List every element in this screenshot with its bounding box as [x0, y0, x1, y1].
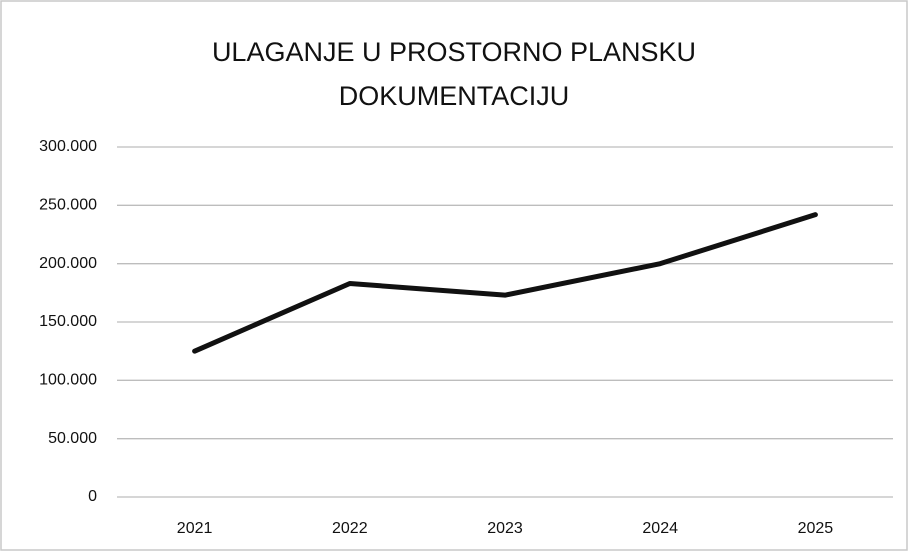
y-tick-label: 100.000: [39, 372, 97, 389]
y-tick-label: 250.000: [39, 197, 97, 214]
y-tick-label: 50.000: [48, 430, 97, 447]
line: [192, 212, 818, 354]
x-tick-label: 2023: [487, 520, 523, 537]
y-tick-label: 300.000: [39, 138, 97, 155]
x-tick-label: 2025: [798, 520, 834, 537]
y-tick-label: 200.000: [39, 255, 97, 272]
x-tick-label: 2022: [332, 520, 368, 537]
chart-title: ULAGANJE U PROSTORNO PLANSKU DOKUMENTACI…: [211, 37, 697, 111]
y-tick-label: 150.000: [39, 313, 97, 330]
y-tick-label: 0: [88, 488, 97, 505]
x-tick-label: 2024: [642, 520, 678, 537]
x-tick-label: 2021: [177, 520, 213, 537]
